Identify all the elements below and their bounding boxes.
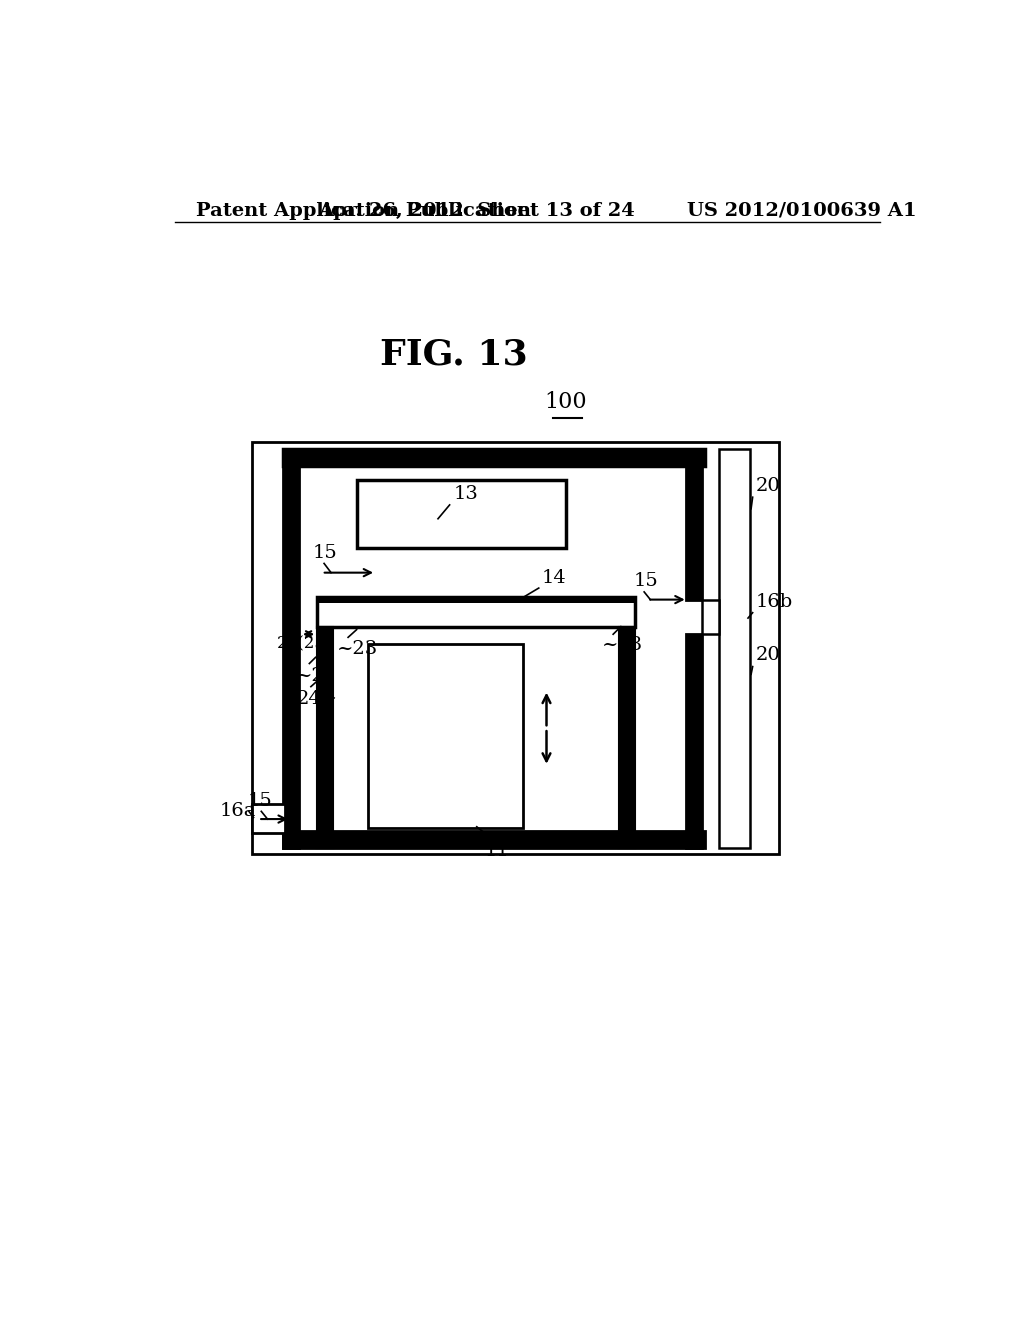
Text: US 2012/0100639 A1: US 2012/0100639 A1: [687, 202, 918, 219]
Text: 11: 11: [484, 842, 509, 861]
Text: Apr. 26, 2012  Sheet 13 of 24: Apr. 26, 2012 Sheet 13 of 24: [318, 202, 635, 219]
Bar: [719, 449, 750, 849]
Text: ~21: ~21: [296, 667, 337, 685]
Text: 15: 15: [634, 573, 658, 590]
Text: 16a: 16a: [219, 803, 256, 820]
Bar: [317, 627, 333, 849]
Bar: [283, 832, 706, 849]
Text: 14: 14: [542, 569, 566, 586]
Text: 20: 20: [756, 647, 780, 664]
Text: ~23: ~23: [337, 640, 379, 657]
Text: 100: 100: [545, 391, 587, 412]
Bar: [283, 449, 706, 466]
Bar: [620, 627, 635, 849]
Bar: [356, 480, 566, 548]
Bar: [686, 635, 701, 849]
Text: Patent Application Publication: Patent Application Publication: [197, 202, 531, 219]
Text: 13: 13: [454, 486, 478, 503]
Bar: [252, 442, 779, 854]
Text: 22(25): 22(25): [276, 636, 332, 653]
Text: 15: 15: [312, 544, 337, 562]
Bar: [369, 644, 523, 829]
Text: FIG. 13: FIG. 13: [380, 338, 527, 372]
Bar: [317, 597, 635, 627]
Text: 24~: 24~: [297, 689, 338, 708]
Bar: [252, 804, 285, 833]
Text: 15: 15: [248, 792, 272, 810]
Text: ~23: ~23: [602, 636, 643, 653]
Text: 20: 20: [756, 477, 780, 495]
Bar: [686, 449, 701, 599]
Bar: [701, 599, 719, 635]
Bar: [283, 449, 299, 849]
Bar: [317, 597, 635, 603]
Text: 16b: 16b: [756, 593, 793, 611]
